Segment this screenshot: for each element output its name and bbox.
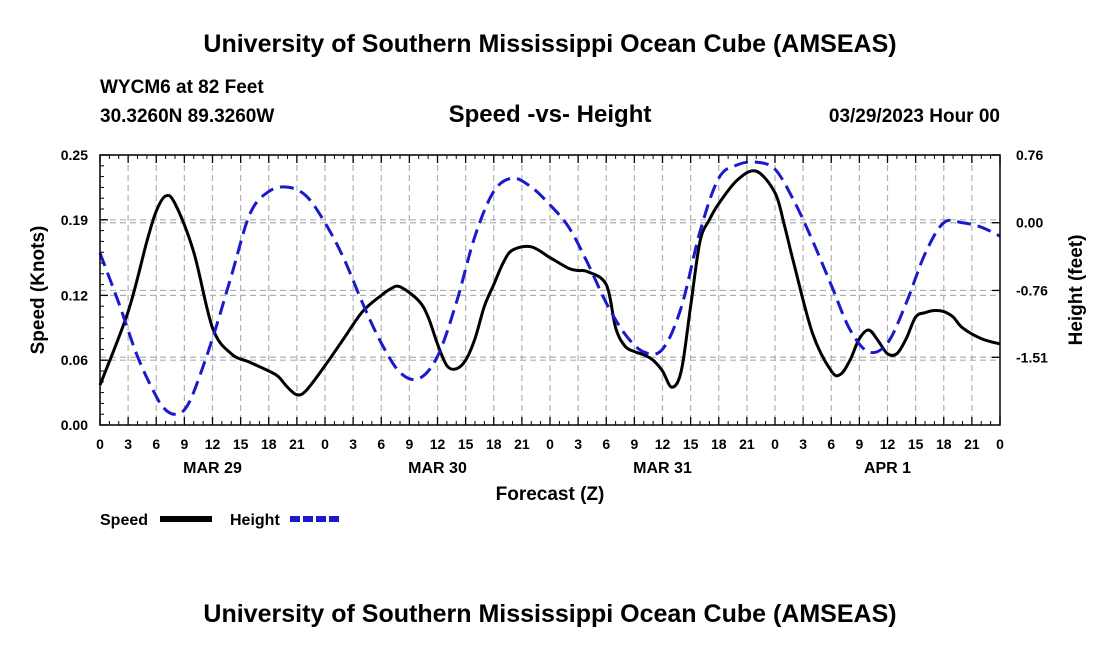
x-tick-label: 18 (711, 436, 727, 452)
x-tick-label: 9 (180, 436, 188, 452)
x-tick-label: 21 (289, 436, 305, 452)
x-tick-label: 0 (546, 436, 554, 452)
chart-title: University of Southern Mississippi Ocean… (203, 30, 897, 58)
speed-height-chart: 0 3 6 9 12 15 18 21 0 3 6 9 12 15 18 21 0 3 6 9 12 15 18 21 0 3 6 9… (28, 147, 1087, 529)
x-tick-label: 15 (233, 436, 249, 452)
x-tick-label: 6 (152, 436, 160, 452)
date-label: APR 1 (864, 460, 911, 477)
y-tick-label-left: 0.19 (61, 212, 88, 228)
x-tick-label: 6 (602, 436, 610, 452)
y-tick-label-left: 0.06 (61, 352, 88, 368)
x-tick-label: 15 (908, 436, 924, 452)
x-tick-label: 3 (574, 436, 582, 452)
x-tick-label: 9 (405, 436, 413, 452)
x-tick-label: 9 (855, 436, 863, 452)
forecast-datetime: 03/29/2023 Hour 00 (828, 106, 1000, 127)
x-tick-label: 3 (799, 436, 807, 452)
x-tick-label: 12 (430, 436, 446, 452)
x-tick-label: 18 (261, 436, 277, 452)
x-tick-label: 15 (683, 436, 699, 452)
x-axis-title: Forecast (Z) (496, 484, 605, 505)
x-tick-label: 9 (630, 436, 638, 452)
x-tick-label: 12 (205, 436, 221, 452)
y-tick-label-right: 0.00 (1016, 215, 1043, 231)
y-tick-label-left: 0.12 (61, 287, 88, 303)
y-tick-label-right: -1.51 (1016, 349, 1048, 365)
station-label: WYCM6 at 82 Feet (100, 77, 264, 98)
x-tick-label: 3 (349, 436, 357, 452)
legend-height-label: Height (230, 512, 280, 529)
x-tick-label: 15 (458, 436, 474, 452)
label-layer: 0 3 6 9 12 15 18 21 0 3 6 9 12 15 18 21 0 3 6 9 12 15 18 21 0 3 6 9… (28, 147, 1087, 505)
x-tick-label: 18 (936, 436, 952, 452)
legend-speed-label: Speed (100, 512, 148, 529)
date-label: MAR 29 (183, 460, 242, 477)
x-tick-label: 21 (964, 436, 980, 452)
y-tick-label-right: 0.76 (1016, 147, 1043, 163)
x-tick-label: 0 (96, 436, 104, 452)
x-tick-label: 3 (124, 436, 132, 452)
x-tick-label: 12 (655, 436, 671, 452)
x-tick-label: 0 (771, 436, 779, 452)
y-tick-label-left: 0.00 (61, 417, 88, 433)
y-axis-title-right: Height (feet) (1066, 235, 1087, 346)
date-label: MAR 31 (633, 460, 692, 477)
legend-layer: Speed Height (100, 512, 342, 529)
speed-series-line (98, 169, 1001, 397)
x-tick-label: 21 (514, 436, 530, 452)
footer-title: University of Southern Mississippi Ocean… (203, 600, 897, 628)
axis-layer (99, 154, 1001, 426)
y-tick-label-left: 0.25 (61, 147, 88, 163)
x-tick-label: 0 (996, 436, 1004, 452)
date-label: MAR 30 (408, 460, 467, 477)
grid-layer (100, 154, 1000, 425)
x-tick-label: 6 (827, 436, 835, 452)
y-axis-title-left: Speed (Knots) (28, 226, 49, 355)
chart-subtitle: Speed -vs- Height (448, 101, 652, 128)
station-coordinates: 30.3260N 89.3260W (100, 106, 275, 127)
x-tick-label: 21 (739, 436, 755, 452)
x-tick-label: 12 (880, 436, 896, 452)
x-tick-label: 18 (486, 436, 502, 452)
x-tick-label: 0 (321, 436, 329, 452)
x-tick-label: 6 (377, 436, 385, 452)
series-layer (98, 160, 1001, 416)
y-tick-label-right: -0.76 (1016, 282, 1048, 298)
